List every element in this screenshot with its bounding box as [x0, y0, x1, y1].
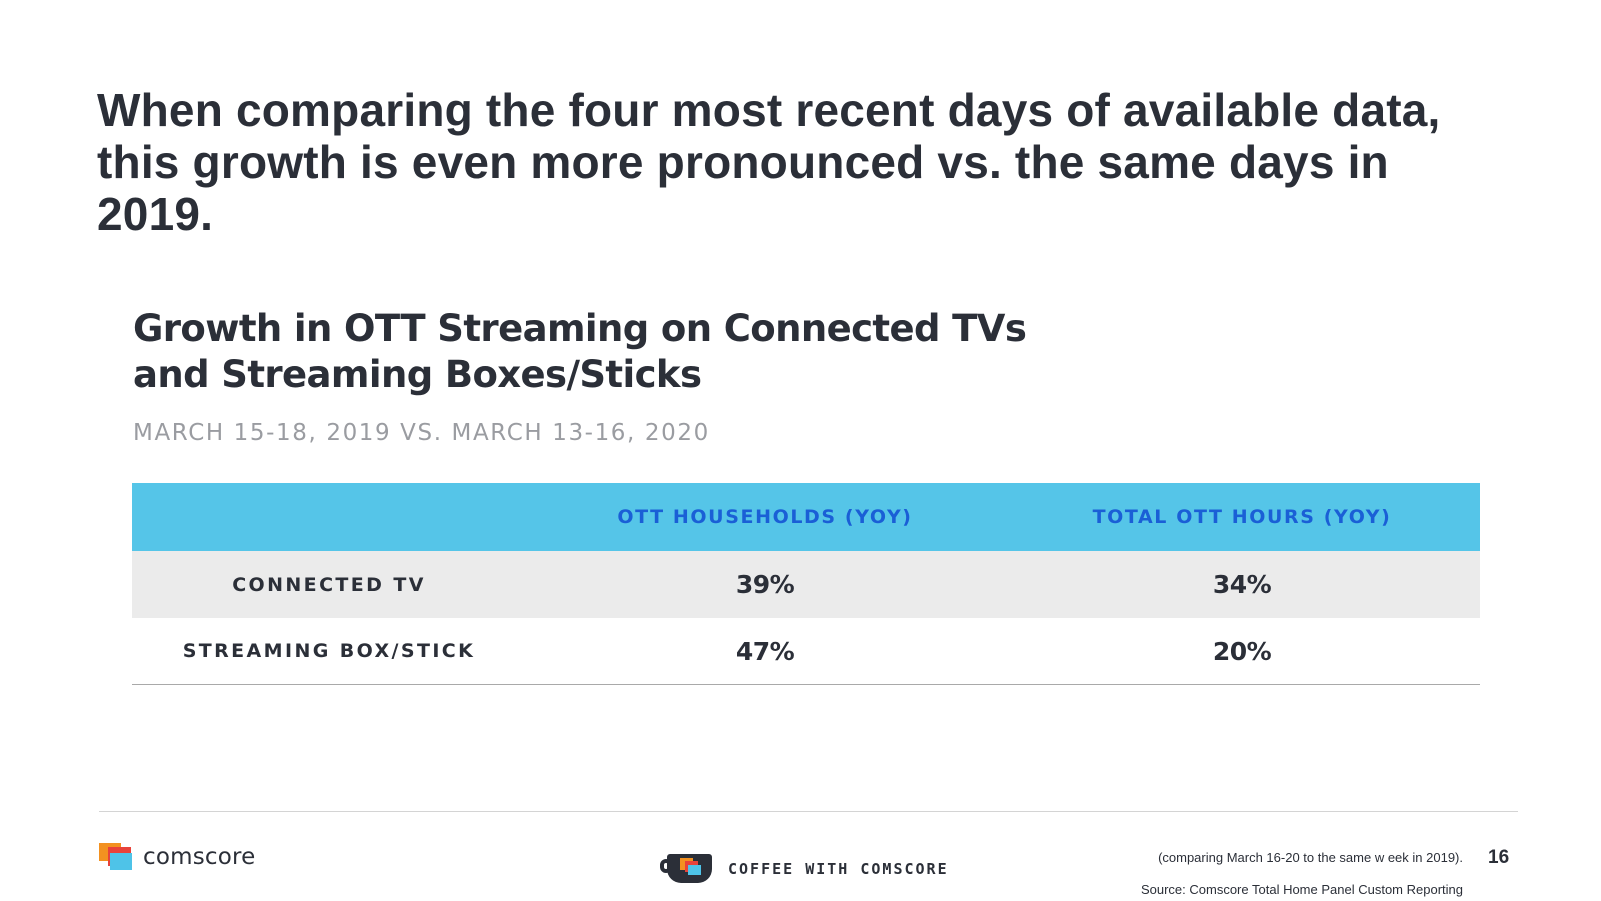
table-row: STREAMING BOX/STICK 47% 20%	[132, 618, 1480, 685]
comscore-logo-text: comscore	[143, 844, 256, 870]
chart-title: Growth in OTT Streaming on Connected TVs…	[133, 306, 1133, 398]
connected-tv-hours-value: 34%	[1212, 570, 1272, 599]
table-row: CONNECTED TV 39% 34%	[132, 551, 1480, 618]
chart-subtitle: MARCH 15-18, 2019 VS. MARCH 13-16, 2020	[133, 420, 710, 446]
footer-divider	[99, 811, 1518, 812]
growth-table: OTT HOUSEHOLDS (YOY) TOTAL OTT HOURS (YO…	[132, 483, 1480, 685]
connected-tv-households-value: 39%	[735, 570, 795, 599]
comscore-logo-icon	[99, 843, 132, 871]
coffee-with-comscore-logo: COFFEE WITH COMSCORE	[660, 853, 949, 885]
column-header-hours: TOTAL OTT HOURS (YOY)	[1092, 506, 1392, 528]
streaming-box-hours-value: 20%	[1212, 636, 1272, 666]
source-citation: Source: Comscore Total Home Panel Custom…	[1140, 882, 1463, 897]
column-header-households: OTT HOUSEHOLDS (YOY)	[617, 506, 913, 528]
chart-title-line-2: and Streaming Boxes/Sticks	[133, 353, 702, 396]
row-label-streaming-box: STREAMING BOX/STICK	[182, 640, 476, 662]
coffee-cup-icon	[660, 853, 712, 885]
chart-title-line-1: Growth in OTT Streaming on Connected TVs	[133, 307, 1027, 350]
footnote: (comparing March 16-20 to the same w eek…	[1158, 850, 1463, 865]
coffee-with-comscore-text: COFFEE WITH COMSCORE	[728, 860, 949, 878]
table-header-row: OTT HOUSEHOLDS (YOY) TOTAL OTT HOURS (YO…	[132, 483, 1480, 551]
streaming-box-households-value: 47%	[735, 636, 795, 666]
row-label-connected-tv: CONNECTED TV	[232, 573, 426, 596]
comscore-logo: comscore	[99, 843, 256, 871]
slide-headline: When comparing the four most recent days…	[97, 84, 1441, 240]
page-number: 16	[1488, 847, 1510, 868]
